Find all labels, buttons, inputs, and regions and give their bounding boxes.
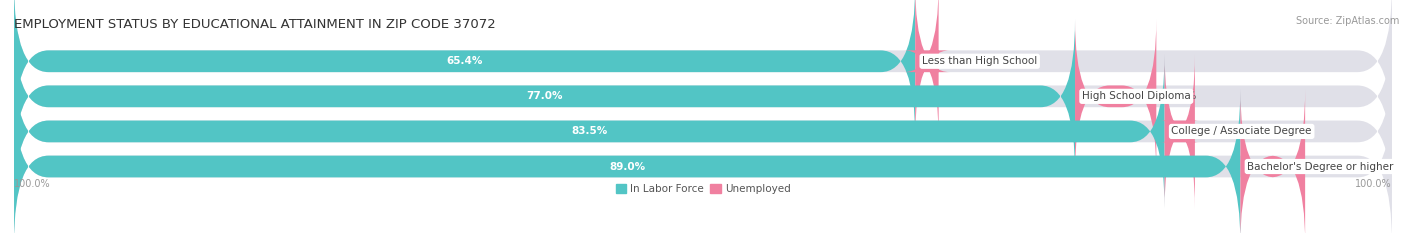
FancyBboxPatch shape [14,20,1392,173]
Text: 4.7%: 4.7% [1319,161,1346,171]
Text: 100.0%: 100.0% [1355,179,1392,189]
FancyBboxPatch shape [1240,90,1305,233]
FancyBboxPatch shape [14,0,915,138]
FancyBboxPatch shape [1160,55,1199,208]
FancyBboxPatch shape [1076,20,1156,173]
Text: 1.7%: 1.7% [952,56,979,66]
FancyBboxPatch shape [14,20,1076,173]
Text: 89.0%: 89.0% [609,161,645,171]
Text: 83.5%: 83.5% [571,127,607,137]
Text: High School Diploma: High School Diploma [1083,91,1191,101]
FancyBboxPatch shape [14,55,1164,208]
Text: EMPLOYMENT STATUS BY EDUCATIONAL ATTAINMENT IN ZIP CODE 37072: EMPLOYMENT STATUS BY EDUCATIONAL ATTAINM… [14,18,496,31]
FancyBboxPatch shape [904,0,949,138]
Text: College / Associate Degree: College / Associate Degree [1171,127,1312,137]
FancyBboxPatch shape [14,55,1392,208]
FancyBboxPatch shape [14,0,1392,138]
Text: 5.9%: 5.9% [1170,91,1197,101]
Text: Less than High School: Less than High School [922,56,1038,66]
Text: 77.0%: 77.0% [526,91,562,101]
FancyBboxPatch shape [14,90,1240,233]
Text: 100.0%: 100.0% [14,179,51,189]
FancyBboxPatch shape [14,90,1392,233]
Text: Bachelor's Degree or higher: Bachelor's Degree or higher [1247,161,1393,171]
Legend: In Labor Force, Unemployed: In Labor Force, Unemployed [612,180,794,198]
Text: Source: ZipAtlas.com: Source: ZipAtlas.com [1295,16,1399,26]
Text: 2.2%: 2.2% [1209,127,1236,137]
Text: 65.4%: 65.4% [447,56,482,66]
